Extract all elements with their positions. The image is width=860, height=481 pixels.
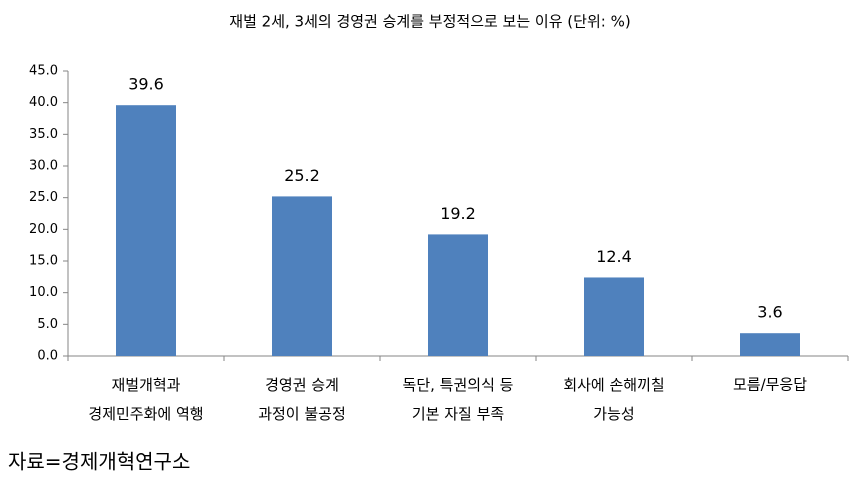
value-label: 19.2 bbox=[440, 204, 476, 223]
y-tick-label: 30.0 bbox=[29, 159, 58, 174]
y-tick-label: 5.0 bbox=[37, 317, 58, 332]
bar bbox=[428, 234, 488, 356]
value-label: 39.6 bbox=[128, 75, 164, 94]
y-tick-label: 25.0 bbox=[29, 190, 58, 205]
bar bbox=[116, 105, 176, 356]
y-tick-label: 35.0 bbox=[29, 127, 58, 142]
y-tick-label: 15.0 bbox=[29, 254, 58, 269]
value-label: 12.4 bbox=[596, 247, 632, 266]
y-tick-label: 10.0 bbox=[29, 285, 58, 300]
y-tick-label: 20.0 bbox=[29, 222, 58, 237]
x-tick-label: 재벌개혁과 경제민주화에 역행 bbox=[88, 376, 203, 423]
chart-title: 재벌 2세, 3세의 경영권 승계를 부정적으로 보는 이유 (단위: %) bbox=[229, 13, 630, 31]
x-tick-label: 회사에 손해끼칠 가능성 bbox=[563, 376, 664, 423]
y-tick-label: 40.0 bbox=[29, 95, 58, 110]
y-tick-label: 0.0 bbox=[37, 349, 58, 364]
bar bbox=[272, 196, 332, 356]
x-tick-label: 모름/무응답 bbox=[733, 376, 807, 394]
y-tick-label: 45.0 bbox=[29, 64, 58, 79]
value-label: 25.2 bbox=[284, 166, 320, 185]
x-tick-label: 경영권 승계 과정이 불공정 bbox=[258, 376, 346, 423]
x-tick-label: 독단, 특권의식 등 기본 자질 부족 bbox=[403, 376, 514, 423]
bar bbox=[740, 333, 800, 356]
source-note: 자료=경제개혁연구소 bbox=[8, 450, 190, 474]
bar bbox=[584, 277, 644, 356]
value-label: 3.6 bbox=[757, 303, 782, 322]
